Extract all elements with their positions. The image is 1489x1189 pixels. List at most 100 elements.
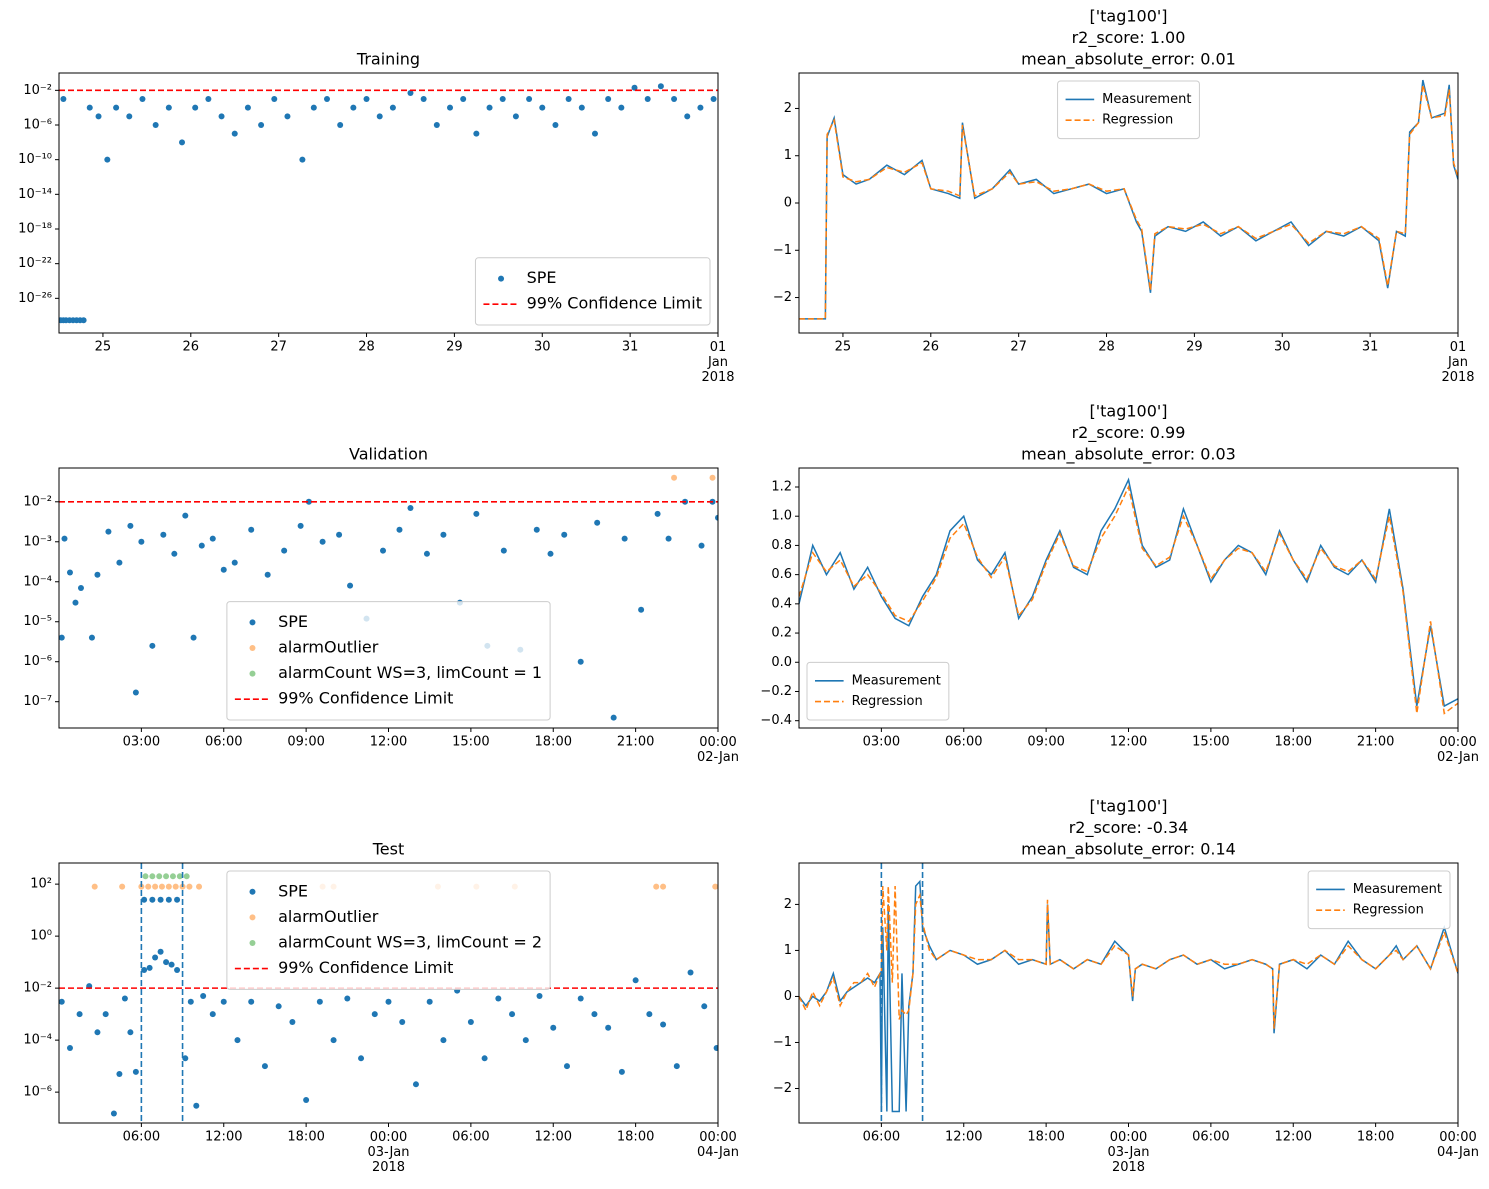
- point: [347, 582, 354, 589]
- y-tick-label: 10⁻⁵: [23, 614, 52, 629]
- chart-title: ['tag100']: [1089, 402, 1167, 421]
- x-tick-label: 09:00: [1027, 735, 1064, 750]
- point: [698, 542, 705, 549]
- point: [363, 96, 370, 102]
- legend-label: alarmCount WS=3, limCount = 2: [278, 933, 542, 952]
- legend-marker: [249, 619, 256, 626]
- point: [654, 510, 661, 517]
- point: [116, 1070, 123, 1077]
- point: [139, 96, 146, 102]
- point: [467, 1018, 474, 1025]
- legend-label: SPE: [278, 612, 308, 631]
- point: [182, 1055, 189, 1062]
- point: [310, 104, 317, 111]
- point: [61, 535, 68, 542]
- point: [638, 606, 645, 613]
- point: [163, 959, 170, 966]
- point: [76, 1011, 83, 1018]
- x-tick-label: 06:00: [945, 735, 982, 750]
- point: [244, 104, 251, 111]
- point: [179, 139, 186, 146]
- series-line: [799, 885, 1458, 1029]
- point: [192, 104, 199, 111]
- point: [168, 961, 175, 968]
- point: [59, 998, 65, 1005]
- legend-label: 99% Confidence Limit: [278, 689, 453, 708]
- legend-label: Measurement: [852, 673, 941, 688]
- point: [105, 528, 112, 535]
- point: [182, 512, 189, 519]
- legend: Measurement Regression: [1057, 80, 1200, 140]
- point: [460, 96, 467, 102]
- x-tick-label: 31: [1362, 340, 1379, 355]
- point: [119, 883, 126, 890]
- y-tick-label: 0.2: [771, 626, 792, 641]
- plot-frame: [798, 467, 1459, 729]
- x-tick-label: 26: [183, 340, 200, 355]
- y-tick-label: 10⁻⁶: [23, 1085, 52, 1100]
- x-tick-label: 03:00: [123, 735, 160, 750]
- y-tick-label: 10²: [30, 877, 52, 892]
- point: [297, 522, 304, 529]
- chart-title: Validation: [349, 445, 428, 464]
- point: [190, 634, 197, 641]
- x-tick-label: 15:00: [1192, 735, 1229, 750]
- legend-label: Regression: [1102, 113, 1173, 128]
- point: [522, 1037, 529, 1044]
- point: [264, 571, 271, 578]
- point: [407, 504, 414, 511]
- point: [186, 883, 193, 890]
- x-tick-label: 21:00: [617, 735, 654, 750]
- plot-area: [59, 474, 718, 721]
- point: [433, 122, 440, 128]
- y-tick-label: 10⁻⁶: [23, 118, 52, 133]
- point: [113, 104, 120, 111]
- y-tick-label: 1: [784, 148, 792, 163]
- point: [440, 1037, 447, 1044]
- point: [547, 550, 554, 557]
- point: [165, 883, 172, 890]
- x-tick-label: 18:00: [617, 1130, 654, 1145]
- point: [156, 873, 163, 880]
- point: [591, 130, 598, 137]
- point: [319, 538, 326, 545]
- point: [563, 1063, 570, 1070]
- y-tick-label: 10⁻²: [23, 83, 52, 98]
- point: [440, 531, 447, 538]
- x-tick-label: 01 Jan 2018: [701, 340, 734, 385]
- x-tick-label: 18:00: [1275, 735, 1312, 750]
- point: [500, 547, 507, 554]
- y-tick-label: −2: [773, 1081, 792, 1096]
- chart-title: mean_absolute_error: 0.03: [1021, 445, 1236, 465]
- chart-title: r2_score: -0.34: [1069, 818, 1189, 838]
- point: [303, 1096, 310, 1103]
- point: [141, 966, 148, 973]
- x-tick-label: 30: [534, 340, 551, 355]
- point: [305, 498, 312, 505]
- point: [152, 883, 159, 890]
- point: [174, 966, 181, 973]
- point: [220, 566, 227, 573]
- point: [127, 1029, 134, 1036]
- plot-frame: [58, 72, 719, 334]
- legend: SPE 99% Confidence Limit: [474, 257, 711, 326]
- point: [234, 1037, 241, 1044]
- point: [196, 883, 203, 890]
- legend-box: [806, 661, 950, 721]
- point: [486, 104, 493, 111]
- point: [72, 599, 79, 606]
- point: [399, 1018, 406, 1025]
- point: [426, 998, 433, 1005]
- point: [248, 526, 255, 533]
- point: [132, 689, 139, 696]
- point: [407, 89, 414, 96]
- x-tick-label: 06:00: [205, 735, 242, 750]
- x-tick-label: 30: [1274, 340, 1291, 355]
- point: [644, 96, 651, 102]
- point: [59, 634, 65, 641]
- point: [94, 1029, 101, 1036]
- y-tick-label: −1: [773, 243, 792, 258]
- chart-title: Training: [356, 50, 420, 69]
- point: [299, 156, 306, 163]
- legend-marker: [498, 275, 505, 282]
